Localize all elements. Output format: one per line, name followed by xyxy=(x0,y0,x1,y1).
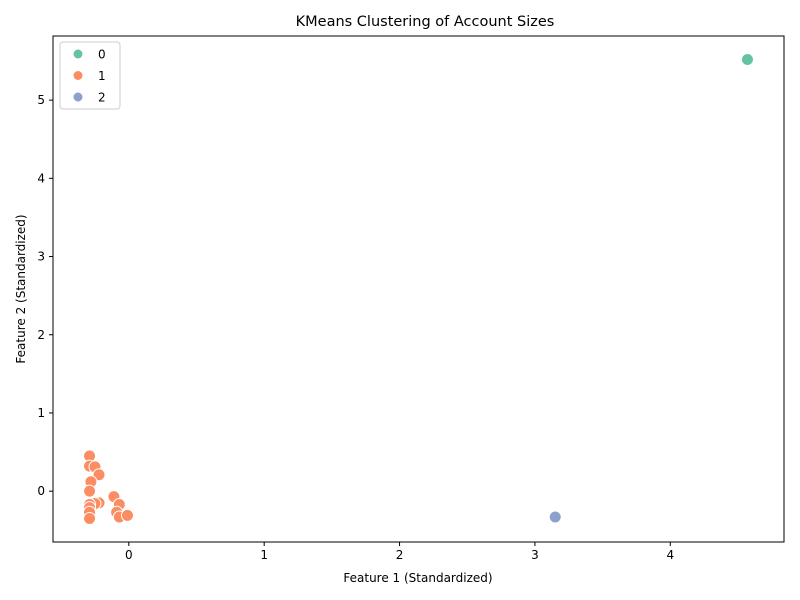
x-tick-label: 3 xyxy=(531,548,539,562)
data-point-cluster-1 xyxy=(83,512,97,526)
legend-label: 0 xyxy=(98,48,106,62)
y-tick-label: 0 xyxy=(37,484,45,498)
data-point-cluster-1 xyxy=(120,508,134,522)
legend-marker xyxy=(73,49,83,59)
points-layer xyxy=(83,52,754,526)
x-tick-label: 1 xyxy=(260,548,268,562)
x-tick-label: 4 xyxy=(666,548,674,562)
data-point-cluster-0 xyxy=(740,52,754,66)
x-tick-label: 0 xyxy=(125,548,133,562)
y-tick-label: 3 xyxy=(37,250,45,264)
data-point-cluster-1 xyxy=(92,468,106,482)
y-axis-ticks: 0 1 2 3 4 5 xyxy=(37,93,53,498)
legend-box xyxy=(59,41,121,110)
x-axis-ticks: 0 1 2 3 4 xyxy=(125,542,674,562)
plot-frame xyxy=(52,35,785,543)
y-tick-label: 1 xyxy=(37,406,45,420)
chart-title: KMeans Clustering of Account Sizes xyxy=(296,14,555,30)
x-tick-label: 2 xyxy=(396,548,404,562)
data-point-cluster-1 xyxy=(83,484,97,498)
y-tick-label: 5 xyxy=(37,93,45,107)
data-point-cluster-2 xyxy=(548,510,562,524)
legend-label: 2 xyxy=(98,91,106,105)
legend: 0 1 2 xyxy=(59,41,121,110)
legend-marker xyxy=(73,71,83,80)
y-tick-label: 4 xyxy=(37,171,45,185)
y-axis-label: Feature 2 (Standardized) xyxy=(14,214,28,363)
y-tick-label: 2 xyxy=(37,328,45,342)
legend-marker xyxy=(73,92,83,102)
x-axis-label: Feature 1 (Standardized) xyxy=(343,571,492,585)
legend-label: 1 xyxy=(98,69,106,83)
